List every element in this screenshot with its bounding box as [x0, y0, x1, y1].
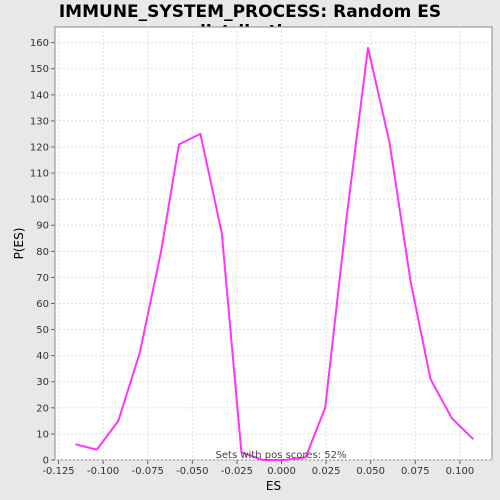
x-tick-label: -0.075 [132, 466, 164, 477]
y-tick-label: 50 [36, 325, 49, 336]
y-tick-label: 90 [36, 221, 49, 232]
series-line [75, 46, 474, 461]
series-layer [75, 46, 474, 461]
grid-lines [55, 27, 492, 461]
x-tick-label: 0.050 [356, 466, 385, 477]
y-tick-label: 60 [36, 299, 49, 310]
y-tick-label: 110 [30, 169, 49, 180]
y-tick-label: 120 [30, 142, 49, 153]
y-tick-label: 100 [30, 195, 49, 206]
x-tick-label: 0.100 [446, 466, 475, 477]
y-tick-label: 80 [36, 247, 49, 258]
y-axis-label: P(ES) [12, 228, 26, 260]
y-tick-label: 140 [30, 90, 49, 101]
x-tick-label: -0.050 [176, 466, 208, 477]
x-tick-label: 0.025 [312, 466, 341, 477]
y-tick-label: 40 [36, 351, 49, 362]
y-tick-label: 150 [30, 64, 49, 75]
x-tick-label: -0.100 [87, 466, 119, 477]
y-tick-label: 10 [36, 429, 49, 440]
y-tick-label: 70 [36, 273, 49, 284]
axes: 0 10 20 30 40 50 60 70 80 90 100 110 120 130 140 150 160… [30, 38, 474, 477]
x-tick-label: -0.025 [221, 466, 253, 477]
x-axis-label: ES [266, 479, 281, 493]
annotation-text: Sets with pos scores: 52% [216, 450, 347, 461]
plot-area [54, 26, 493, 461]
y-tick-label: 130 [30, 116, 49, 127]
y-tick-label: 0 [43, 456, 49, 467]
y-tick-label: 160 [30, 38, 49, 49]
y-tick-label: 30 [36, 377, 49, 388]
x-tick-label: 0.000 [267, 466, 296, 477]
x-tick-label: -0.125 [42, 466, 74, 477]
y-tick-label: 20 [36, 403, 49, 414]
x-tick-label: 0.075 [401, 466, 430, 477]
